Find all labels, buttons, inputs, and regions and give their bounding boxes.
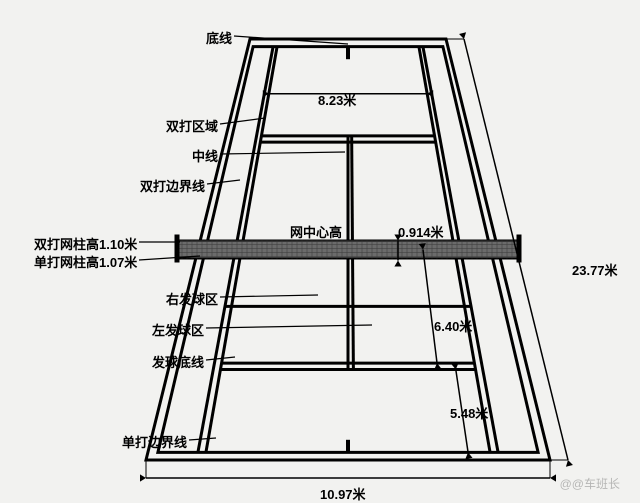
label-center-line: 中线: [192, 146, 218, 165]
label-baseline: 底线: [206, 28, 232, 47]
dim-net-height: 0.914米: [398, 222, 444, 241]
label-left-service: 左发球区: [152, 320, 204, 339]
label-doubles-sideline: 双打边界线: [140, 176, 205, 195]
watermark: @@车班长: [560, 475, 620, 492]
label-net-center-height: 网中心高: [290, 222, 342, 241]
label-doubles-post-height: 双打网柱高1.10米: [34, 234, 137, 253]
label-singles-sideline: 单打边界线: [122, 432, 187, 451]
dim-backcourt-depth: 5.48米: [450, 403, 488, 422]
dim-length: 23.77米: [572, 260, 618, 279]
dim-width-top: 8.23米: [318, 90, 356, 109]
label-service-baseline: 发球底线: [152, 352, 204, 371]
label-right-service: 右发球区: [166, 289, 218, 308]
dim-service-depth: 6.40米: [434, 316, 472, 335]
label-singles-post-height: 单打网柱高1.07米: [34, 252, 137, 271]
label-doubles-area: 双打区域: [166, 116, 218, 135]
dim-width-bottom: 10.97米: [320, 484, 366, 503]
